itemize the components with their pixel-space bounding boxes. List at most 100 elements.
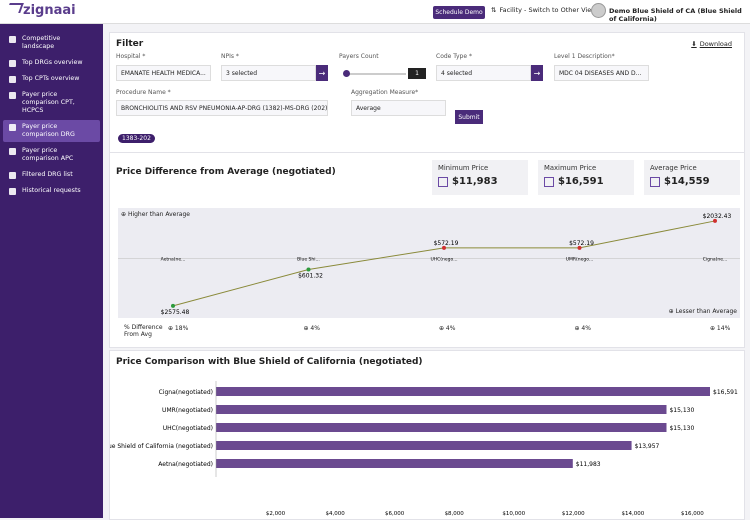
selected-code-chip[interactable]: 1383-202 — [118, 134, 155, 143]
pct-diff-label: % Difference From Avg — [124, 324, 163, 338]
sidebar-item-label: Payer price comparison DRG — [22, 123, 75, 138]
filter-title: Filter — [116, 39, 144, 49]
submit-button[interactable]: Submit — [455, 110, 483, 124]
min-price-value: $11,983 — [452, 176, 498, 187]
higher-than-average: ⊕ Higher than Average — [121, 211, 190, 218]
difference-point — [306, 267, 311, 272]
x-tick-label: $12,000 — [562, 511, 585, 517]
x-tick-label: $4,000 — [325, 511, 345, 517]
comparison-bar — [216, 423, 667, 432]
level-label: Level 1 Description* — [554, 53, 615, 60]
x-tick-label: $8,000 — [445, 511, 465, 517]
payers-slider-track[interactable] — [346, 73, 406, 75]
avg-price-card: Average Price $14,559 — [644, 160, 740, 195]
download-button[interactable]: ⬇ Download — [691, 40, 732, 48]
pct-diff-value: ⊕ 4% — [439, 325, 456, 332]
code-type-apply-arrow-icon[interactable]: → — [531, 65, 543, 81]
level-select[interactable]: MDC 04 DISEASES AND D... — [554, 65, 649, 81]
pct-diff-value: ⊕ 18% — [168, 325, 189, 332]
x-tick-label: $6,000 — [385, 511, 405, 517]
download-icon: ⬇ — [691, 40, 697, 48]
facility-label: Facility - Switch to Other Views — [499, 6, 600, 14]
history-icon — [9, 188, 16, 195]
schedule-demo-button[interactable]: Schedule Demo — [433, 6, 485, 19]
sidebar-item-payer-drg[interactable]: Payer price comparison DRG — [3, 120, 100, 142]
comparison-title: Price Comparison with Blue Shield of Cal… — [116, 357, 423, 367]
filter-icon — [9, 172, 16, 179]
difference-value-label: $2032.43 — [703, 213, 732, 220]
code-type-select[interactable]: 4 selected — [436, 65, 531, 81]
sidebar-item-historical[interactable]: Historical requests — [3, 184, 100, 198]
code-type-label: Code Type * — [436, 53, 472, 60]
max-price-label: Maximum Price — [544, 164, 597, 172]
price-difference-svg: $2575.48 Aetna(ne... $601.32 Blue Shi... $57… — [118, 213, 740, 316]
facility-switcher[interactable]: ⇅ Facility - Switch to Other Views — [491, 6, 600, 14]
procedure-select[interactable]: BRONCHIOLITIS AND RSV PNEUMONIA-AP-DRG (… — [116, 100, 328, 116]
payer-tick-label: Cigna(ne... — [703, 256, 728, 262]
price-difference-panel: Price Difference from Average (negotiate… — [109, 152, 745, 348]
difference-line — [172, 220, 716, 307]
compare-icon — [9, 92, 16, 99]
x-tick-label: $2,000 — [266, 511, 286, 517]
logo[interactable]: zignaai — [6, 3, 76, 18]
lesser-than-average: ⊕ Lesser than Average — [668, 308, 737, 315]
chart-icon — [650, 176, 660, 187]
payers-count-value: 1 — [408, 68, 426, 79]
top-bar: zignaai Schedule Demo ⇅ Facility - Switch… — [0, 0, 750, 24]
landscape-icon — [9, 36, 16, 43]
x-tick-label: $10,000 — [502, 511, 525, 517]
npis-apply-arrow-icon[interactable]: → — [316, 65, 328, 81]
sidebar-item-top-drgs[interactable]: Top DRGs overview — [3, 56, 100, 70]
compare-icon — [9, 148, 16, 155]
price-comparison-panel: Price Comparison with Blue Shield of Cal… — [109, 350, 745, 520]
higher-label: Higher than Average — [127, 211, 190, 218]
x-tick-label: $14,000 — [621, 511, 644, 517]
pct-diff-value: ⊕ 4% — [303, 325, 320, 332]
category-label: Cigna(negotiated) — [159, 389, 213, 396]
difference-point — [442, 245, 446, 250]
aggregation-label: Aggregation Measure* — [351, 89, 419, 96]
comparison-bar — [216, 387, 710, 396]
compare-icon — [9, 124, 16, 131]
sidebar-item-label: Payer price comparison CPT, HCPCS — [22, 91, 75, 114]
sidebar-item-top-cpts[interactable]: Top CPTs overview — [3, 72, 100, 86]
sidebar-item-label: Top CPTs overview — [22, 75, 80, 82]
avatar[interactable] — [591, 3, 606, 18]
user-name: Demo Blue Shield of CA (Blue Shield of C… — [609, 7, 742, 23]
aggregation-select[interactable]: Average — [351, 100, 446, 116]
chart-icon — [9, 76, 16, 83]
sidebar: Competitive landscape Top DRGs overview … — [0, 24, 103, 518]
npis-label: NPIs * — [221, 53, 239, 60]
min-price-label: Minimum Price — [438, 164, 489, 172]
main-content: Filter ⬇ Download Hospital * EMANATE HEAL… — [103, 24, 750, 520]
difference-value-label: $572.19 — [434, 240, 459, 247]
payer-tick-label: Aetna(ne... — [161, 256, 186, 262]
procedure-label: Procedure Name * — [116, 89, 171, 96]
avg-price-value: $14,559 — [664, 176, 710, 187]
chart-icon — [438, 176, 448, 187]
payer-tick-label: UHC(nego... — [430, 256, 457, 262]
payer-tick-label: UMR(nego... — [566, 256, 594, 262]
lesser-label: Lesser than Average — [675, 308, 737, 315]
min-price-card: Minimum Price $11,983 — [432, 160, 528, 195]
x-tick-label: $16,000 — [681, 511, 704, 517]
sidebar-item-payer-cpt[interactable]: Payer price comparison CPT, HCPCS — [3, 88, 100, 118]
switch-icon: ⇅ — [491, 6, 497, 14]
difference-point — [713, 218, 717, 223]
sidebar-item-competitive[interactable]: Competitive landscape — [3, 32, 100, 54]
hospital-select[interactable]: EMANATE HEALTH MEDICA... — [116, 65, 211, 81]
difference-value-label: $2575.48 — [161, 309, 190, 316]
sidebar-item-payer-apc[interactable]: Payer price comparison APC — [3, 144, 100, 166]
download-label: Download — [699, 40, 732, 48]
filter-panel: Filter ⬇ Download Hospital * EMANATE HEAL… — [109, 32, 745, 167]
bar-value-label: $16,591 — [713, 389, 738, 396]
comparison-bar — [216, 405, 667, 414]
category-label: Aetna(negotiated) — [158, 461, 213, 468]
payers-slider-handle[interactable] — [343, 70, 350, 77]
comparison-bar — [216, 459, 573, 468]
bar-value-label: $11,983 — [576, 461, 601, 468]
difference-value-label: $601.32 — [298, 272, 323, 279]
sidebar-item-label: Filtered DRG list — [22, 171, 73, 178]
npis-select[interactable]: 3 selected — [221, 65, 316, 81]
sidebar-item-filtered-drg[interactable]: Filtered DRG list — [3, 168, 100, 182]
